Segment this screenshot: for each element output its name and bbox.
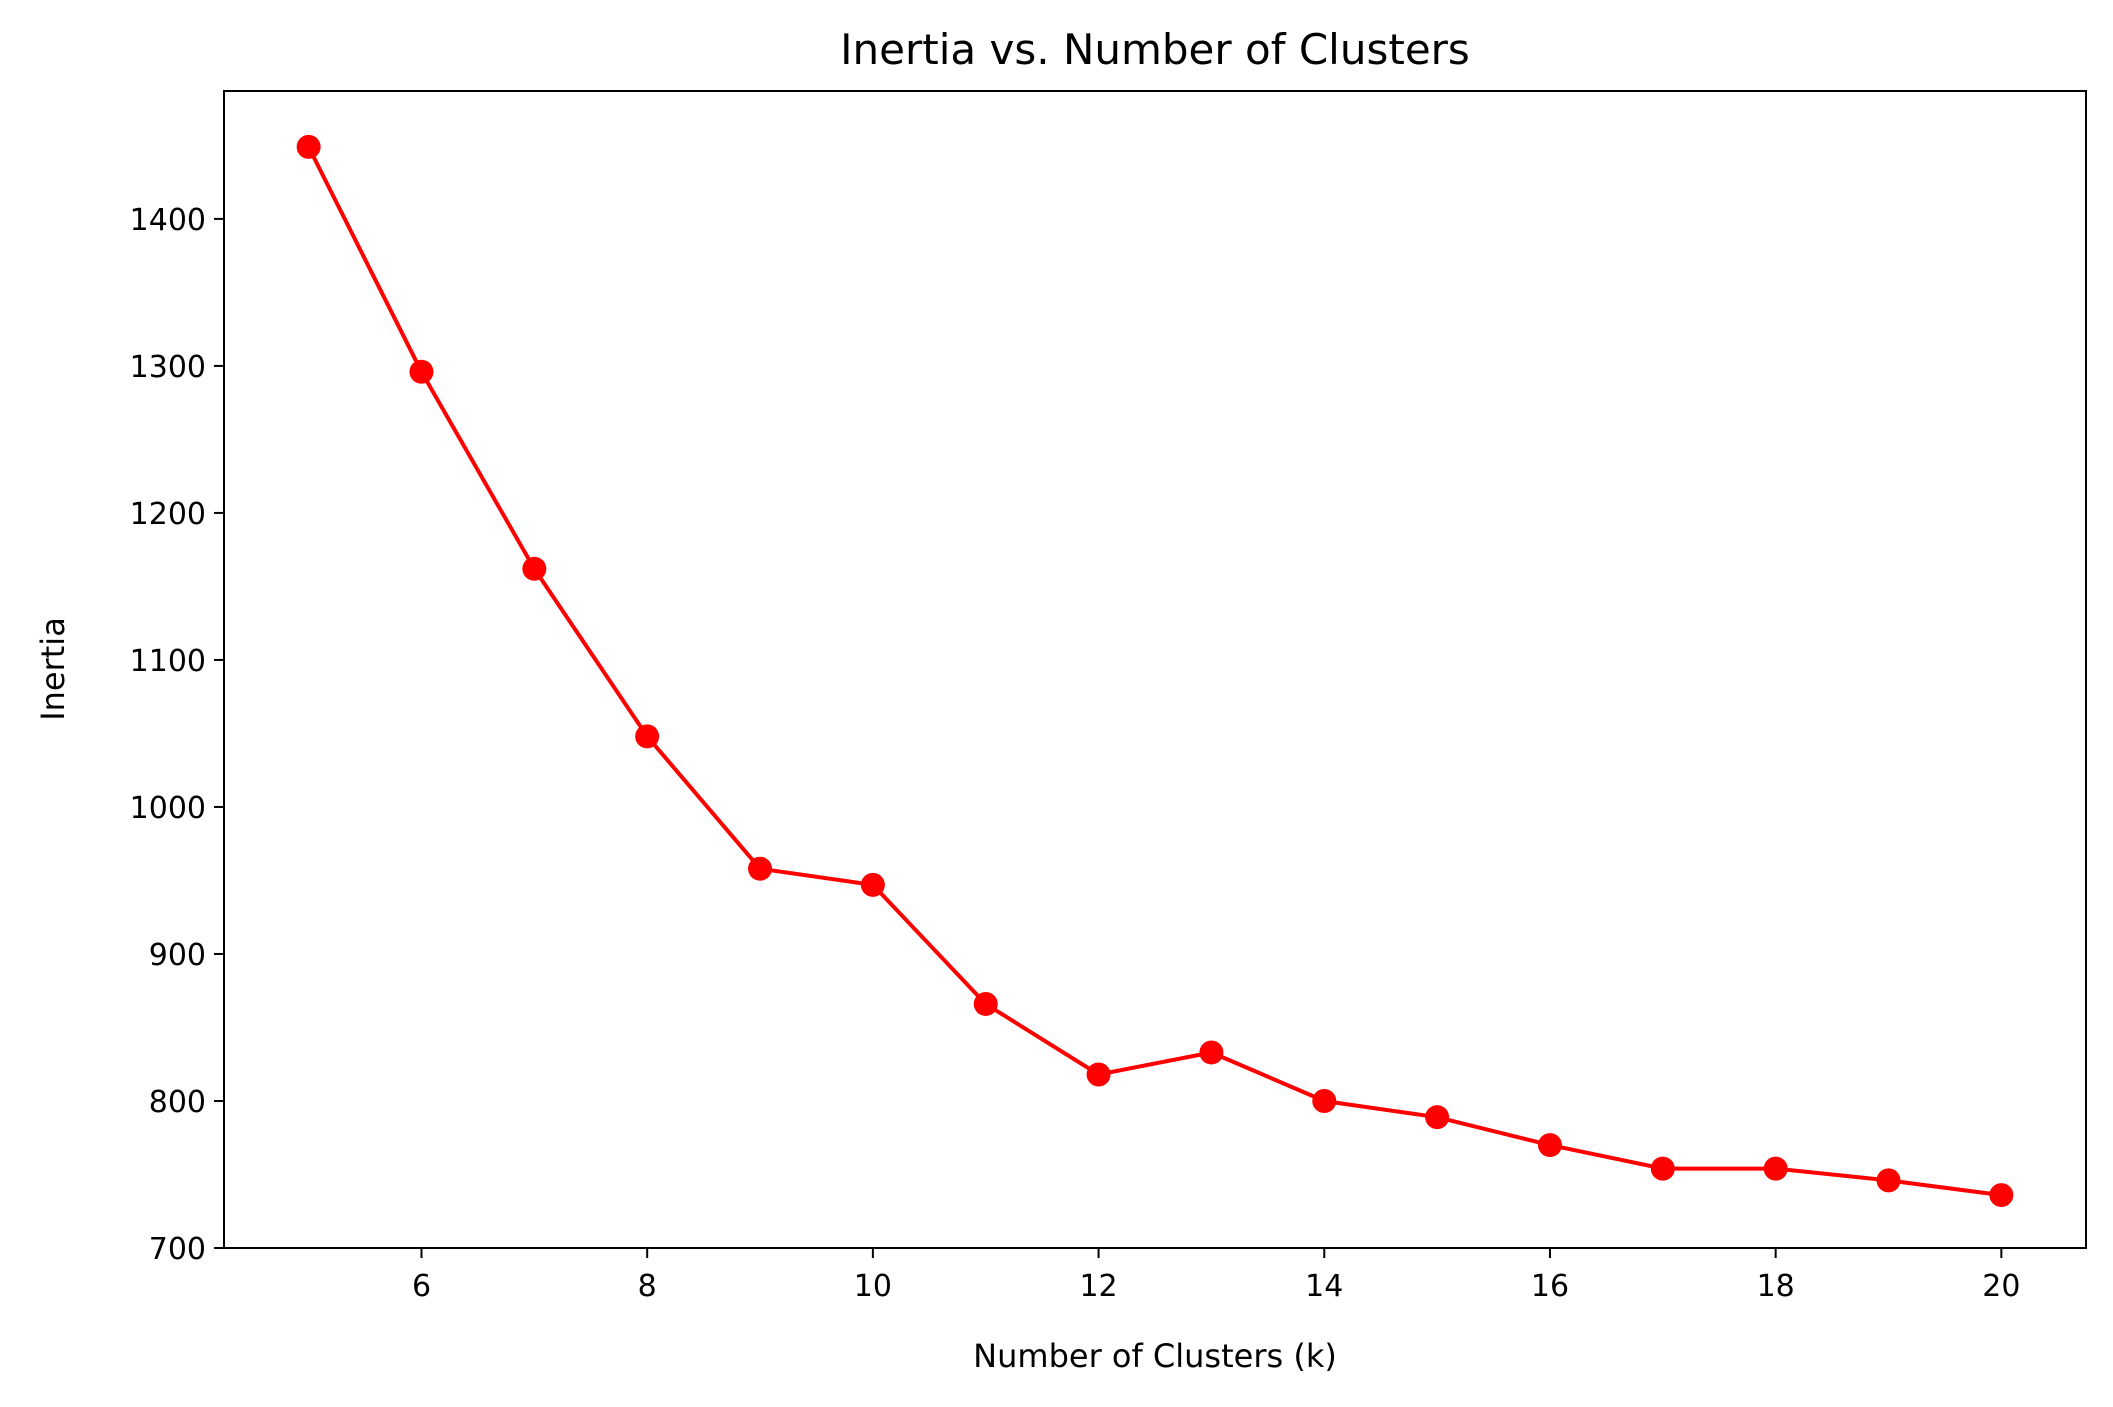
x-axis-label: Number of Clusters (k)	[973, 1337, 1337, 1375]
plot-frame	[223, 90, 2087, 1249]
data-point	[1876, 1168, 1901, 1193]
y-tick-label: 1000	[130, 791, 206, 826]
x-tick-label: 18	[1757, 1269, 1795, 1304]
y-axis-label: Inertia	[34, 617, 72, 721]
data-point	[1537, 1133, 1562, 1158]
x-tick-label: 20	[1982, 1269, 2020, 1304]
data-point	[522, 556, 547, 581]
y-tick-label: 800	[149, 1085, 206, 1120]
data-point	[1086, 1062, 1111, 1087]
y-tick-label: 900	[149, 938, 206, 973]
data-point	[1989, 1183, 2014, 1208]
y-tick-label: 700	[149, 1232, 206, 1267]
y-tick-label: 1100	[130, 644, 206, 679]
x-tick-label: 12	[1079, 1269, 1117, 1304]
plot-background	[224, 91, 2086, 1248]
y-tick-label: 1300	[130, 350, 206, 385]
x-tick-label: 10	[854, 1269, 892, 1304]
chart-title: Inertia vs. Number of Clusters	[840, 25, 1470, 74]
data-point	[1199, 1040, 1224, 1065]
x-tick-label: 16	[1531, 1269, 1569, 1304]
series-layer	[296, 134, 2014, 1208]
x-tick-label: 14	[1305, 1269, 1343, 1304]
data-point	[973, 991, 998, 1016]
data-point	[748, 856, 773, 881]
data-point	[1425, 1105, 1450, 1130]
data-point	[1312, 1088, 1337, 1113]
series-line	[306, 146, 2002, 1198]
data-point	[409, 359, 434, 384]
y-tick-label: 1200	[130, 497, 206, 532]
data-point	[635, 724, 660, 749]
data-point	[860, 872, 885, 897]
data-point	[296, 134, 321, 159]
x-tick-label: 6	[412, 1269, 431, 1304]
data-point	[1650, 1156, 1675, 1181]
ticks-layer: 6 8 10 12 14 16 18 20 700 800 900 1000 1100 1200 1300 1…	[130, 203, 2021, 1304]
data-point	[1763, 1156, 1788, 1181]
y-tick-label: 1400	[130, 203, 206, 238]
x-tick-label: 8	[638, 1269, 657, 1304]
